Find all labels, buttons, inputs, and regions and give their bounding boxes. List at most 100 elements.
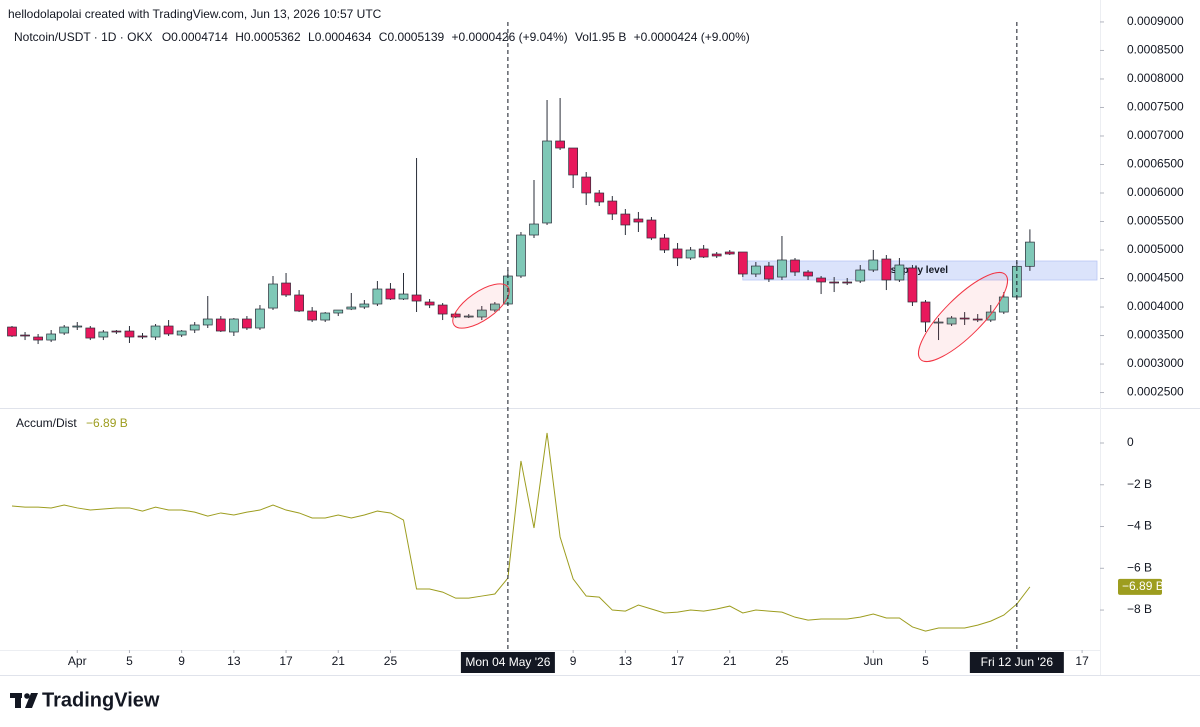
candle-body: [959, 317, 970, 320]
candle-body: [750, 265, 761, 275]
candle-body: [215, 318, 226, 332]
candle-body: [450, 313, 461, 318]
candle-body: [437, 304, 448, 315]
candle-body: [372, 288, 383, 305]
candle-body: [516, 234, 526, 277]
y-tick-label: 0.0006000: [1127, 185, 1184, 199]
x-tick-label: 17: [1075, 654, 1089, 668]
indicator-pane: [11, 432, 1031, 632]
candle-body: [72, 325, 83, 328]
attribution: hellodolapolai created with TradingView.…: [8, 7, 382, 21]
candle-body: [737, 251, 748, 275]
candle-body: [7, 326, 17, 337]
ohlc-value: 0.0004714: [171, 30, 228, 44]
candle-body: [529, 223, 539, 236]
candle-body: [333, 309, 344, 314]
x-tick-label: 17: [671, 654, 685, 668]
candle-body: [803, 271, 813, 277]
y-tick-label: 0.0008000: [1127, 71, 1184, 85]
candle-body: [359, 303, 370, 308]
candle-body: [46, 333, 57, 341]
y-tick-label: −6 B: [1127, 560, 1152, 574]
candle-body: [855, 269, 866, 282]
candle-body: [594, 192, 605, 203]
candle-body: [281, 282, 291, 296]
candle-body: [659, 237, 670, 251]
candle-body: [998, 296, 1009, 313]
candle-body: [829, 281, 840, 284]
candle-body: [1025, 241, 1035, 267]
logo-shape: [15, 693, 21, 708]
volume-change: +0.0000424 (+9.00%): [634, 30, 750, 44]
candle-body: [255, 308, 265, 329]
candle-body: [724, 251, 735, 255]
symbol-legend: Notcoin/USDT · 1D · OKX O0.0004714 H0.00…: [14, 30, 750, 44]
crosshair-label-box: [969, 652, 1064, 673]
x-tick-label: 13: [619, 654, 633, 668]
candle-body: [607, 200, 618, 215]
candle-body: [555, 140, 565, 149]
y-tick-label: 0: [1127, 435, 1134, 449]
price-pane: supply level: [7, 98, 1098, 345]
candle-body: [568, 147, 579, 176]
candle-body: [764, 265, 774, 280]
ohlc-value: 0.0005362: [244, 30, 301, 44]
candle-body: [85, 327, 96, 339]
candle-body: [463, 315, 474, 318]
candle-body: [972, 318, 983, 321]
y-tick-label: 0.0003500: [1127, 328, 1184, 342]
candle-body: [268, 283, 278, 309]
candle-body: [842, 281, 853, 284]
candle-body: [672, 248, 683, 259]
candle-body: [424, 301, 435, 306]
candle-body: [411, 294, 422, 302]
candle-body: [320, 312, 331, 321]
brand-name: TradingView: [42, 689, 160, 711]
crosshair-label: Mon 04 May '26: [465, 655, 550, 669]
y-tick-label: 0.0002500: [1127, 385, 1184, 399]
candle-body: [881, 258, 892, 281]
y-tick-label: 0.0006500: [1127, 157, 1184, 171]
logo-shape: [24, 693, 30, 699]
x-tick-label: 21: [332, 654, 346, 668]
x-tick-label: 5: [126, 654, 133, 668]
y-tick-label: 0.0008500: [1127, 43, 1184, 57]
y-tick-label: 0.0004500: [1127, 271, 1184, 285]
candle-body: [398, 293, 409, 300]
indicator-value: −6.89 B: [86, 416, 128, 430]
crosshair-label: Fri 12 Jun '26: [981, 655, 1054, 669]
candle-body: [124, 330, 135, 338]
candle-body: [581, 176, 592, 194]
symbol: Notcoin/USDT · 1D · OKX: [14, 30, 152, 44]
candle-body: [163, 325, 174, 335]
indicator-legend: Accum/Dist −6.89 B: [16, 416, 128, 430]
x-tick-label: 9: [570, 654, 577, 668]
x-tick-label: Jun: [864, 654, 883, 668]
candle-body: [894, 264, 905, 281]
candle-body: [385, 288, 396, 300]
candle-body: [907, 267, 918, 303]
candle-body: [542, 140, 552, 224]
ohlc-label: O: [162, 30, 171, 44]
candle-body: [33, 336, 43, 341]
candle-body: [933, 321, 944, 324]
candle-body: [633, 218, 644, 223]
candle-body: [189, 324, 200, 331]
candle-body: [150, 325, 161, 338]
highlight-ellipse: [917, 271, 1009, 363]
value-badge-label: −6.89 B: [1122, 579, 1164, 593]
indicator-name: Accum/Dist: [16, 416, 77, 430]
x-tick-label: 17: [279, 654, 293, 668]
y-tick-label: −8 B: [1127, 602, 1152, 616]
logo-shape: [25, 693, 38, 708]
candle-body: [946, 317, 957, 325]
candle-body: [790, 259, 800, 273]
candle-body: [868, 259, 879, 271]
candle-body: [476, 309, 487, 318]
x-tick-label: Apr: [68, 654, 87, 668]
highlight-ellipse: [452, 283, 510, 329]
candle-body: [202, 318, 213, 326]
